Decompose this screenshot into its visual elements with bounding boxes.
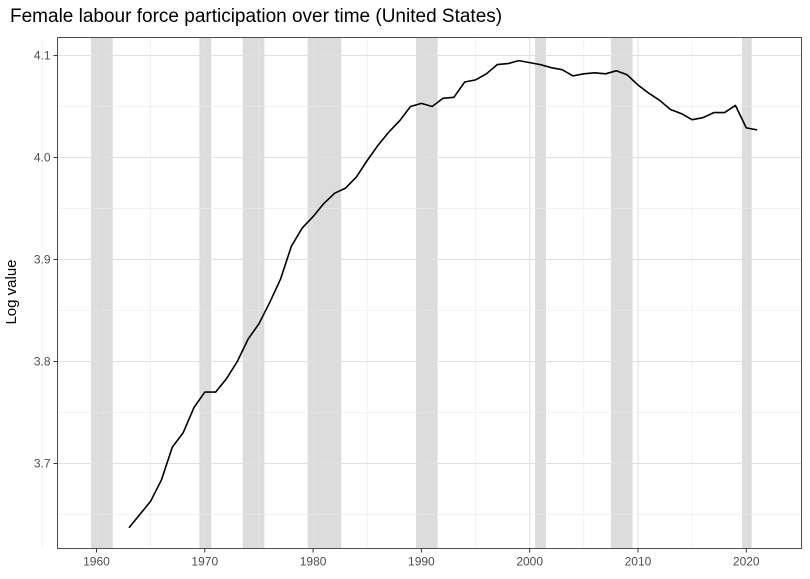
data-line xyxy=(128,59,758,529)
x-tick-label: 1960 xyxy=(83,555,110,569)
recession-band xyxy=(199,37,212,549)
x-axis: 1960 1970 1980 1990 2000 2010 2020 xyxy=(83,548,760,569)
y-tick-label: 4.1 xyxy=(34,48,51,62)
x-tick-label: 2010 xyxy=(625,555,652,569)
recession-band xyxy=(610,37,633,549)
y-tick-label: 4.0 xyxy=(34,150,51,164)
recession-band xyxy=(535,37,546,549)
chart-title: Female labour force participation over t… xyxy=(10,6,503,27)
y-tick-label: 3.9 xyxy=(34,252,51,266)
series-line xyxy=(128,59,758,529)
plot-panel-border xyxy=(57,37,802,549)
x-tick-label: 1970 xyxy=(191,555,218,569)
y-axis: 3.7 3.8 3.9 4.0 4.1 xyxy=(34,48,58,471)
recession-band xyxy=(91,37,113,549)
x-tick-label: 2000 xyxy=(516,555,543,569)
recession-band xyxy=(242,37,265,549)
recession-band xyxy=(415,37,438,549)
recession-band xyxy=(741,37,752,549)
x-tick-label: 2020 xyxy=(733,555,760,569)
y-tick-label: 3.7 xyxy=(34,457,51,471)
x-tick-label: 1980 xyxy=(300,555,327,569)
x-tick-label: 1990 xyxy=(408,555,435,569)
y-tick-label: 3.8 xyxy=(34,355,51,369)
